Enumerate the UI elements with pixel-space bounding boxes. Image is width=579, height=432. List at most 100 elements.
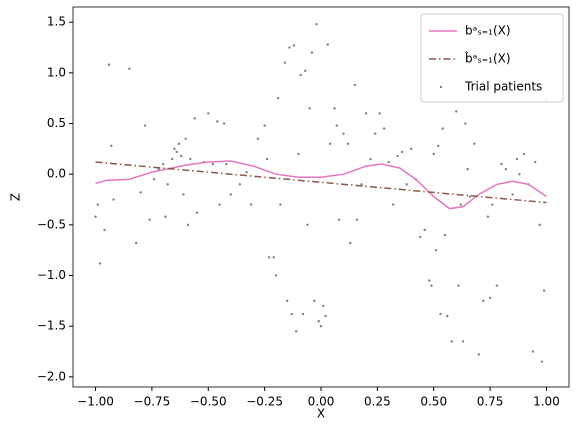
point bbox=[94, 215, 97, 218]
point bbox=[482, 299, 485, 303]
point bbox=[455, 110, 458, 113]
legend-label: b̂ᵃₛ₌₁(X) bbox=[465, 51, 511, 65]
y-tick-label: 0.5 bbox=[47, 116, 66, 130]
point bbox=[207, 112, 210, 115]
point bbox=[166, 183, 169, 186]
x-tick-label: 0.00 bbox=[308, 395, 335, 409]
point bbox=[473, 142, 476, 145]
point bbox=[265, 157, 269, 161]
point bbox=[518, 173, 521, 176]
point bbox=[249, 203, 253, 206]
point bbox=[423, 228, 426, 232]
legend-marker bbox=[439, 85, 443, 89]
point bbox=[391, 203, 395, 206]
x-tick-label: 0.75 bbox=[477, 395, 504, 409]
x-tick-label: −0.75 bbox=[134, 395, 171, 409]
point bbox=[324, 314, 327, 318]
point bbox=[369, 157, 372, 161]
point bbox=[238, 183, 242, 186]
point bbox=[466, 167, 469, 171]
point bbox=[387, 160, 390, 164]
point bbox=[267, 256, 271, 259]
point bbox=[459, 203, 462, 206]
point bbox=[96, 203, 100, 206]
point bbox=[112, 198, 115, 201]
x-axis-label: X bbox=[317, 407, 325, 421]
point bbox=[430, 284, 433, 287]
point bbox=[515, 157, 519, 161]
legend-label: bᵃₛ₌₁(X) bbox=[465, 24, 511, 38]
point bbox=[285, 299, 289, 303]
point bbox=[171, 157, 174, 161]
point bbox=[464, 122, 467, 125]
point bbox=[441, 127, 444, 130]
point bbox=[177, 142, 181, 145]
point bbox=[540, 360, 544, 363]
point bbox=[349, 241, 352, 245]
point bbox=[184, 137, 187, 140]
point bbox=[292, 44, 296, 47]
y-tick-label: 1.0 bbox=[47, 65, 66, 79]
point bbox=[500, 162, 503, 166]
point bbox=[193, 117, 196, 120]
point bbox=[342, 132, 345, 135]
legend-label: Trial patients bbox=[464, 80, 542, 94]
point bbox=[457, 284, 460, 287]
point bbox=[152, 178, 156, 181]
point bbox=[229, 193, 233, 196]
point bbox=[245, 170, 248, 174]
point bbox=[288, 46, 291, 49]
point bbox=[308, 107, 311, 110]
point bbox=[139, 191, 142, 194]
point bbox=[186, 223, 190, 227]
point bbox=[295, 330, 298, 333]
point bbox=[319, 325, 323, 328]
point bbox=[538, 223, 541, 227]
point bbox=[434, 249, 438, 252]
x-tick-label: −0.50 bbox=[190, 395, 227, 409]
x-tick-label: −0.25 bbox=[246, 395, 283, 409]
plot-frame bbox=[72, 6, 570, 388]
y-tick-label: 0.0 bbox=[47, 167, 66, 181]
point bbox=[419, 235, 422, 239]
y-axis-label: Z bbox=[9, 193, 23, 201]
point bbox=[355, 218, 359, 221]
point bbox=[353, 83, 357, 87]
point bbox=[486, 215, 490, 218]
point bbox=[189, 157, 192, 161]
point bbox=[346, 142, 350, 145]
point bbox=[283, 61, 287, 64]
point bbox=[468, 195, 471, 198]
point bbox=[98, 262, 102, 265]
point bbox=[195, 211, 199, 214]
x-tick-label: 1.00 bbox=[533, 395, 560, 409]
point bbox=[326, 43, 329, 46]
point bbox=[396, 154, 399, 158]
point bbox=[511, 193, 514, 196]
point bbox=[504, 167, 508, 171]
point bbox=[313, 299, 316, 303]
point bbox=[428, 279, 431, 282]
point bbox=[310, 51, 314, 54]
point bbox=[373, 132, 377, 135]
point bbox=[488, 296, 492, 300]
point bbox=[364, 112, 368, 115]
x-tick-label: 0.25 bbox=[364, 395, 391, 409]
point bbox=[337, 218, 341, 221]
point bbox=[317, 319, 320, 323]
point bbox=[382, 127, 386, 130]
point bbox=[443, 233, 447, 237]
point bbox=[299, 73, 302, 77]
point bbox=[148, 218, 151, 221]
y-tick-label: −0.5 bbox=[37, 217, 66, 231]
point bbox=[533, 160, 537, 164]
point bbox=[107, 63, 111, 66]
point bbox=[211, 162, 214, 166]
point bbox=[110, 144, 113, 148]
point bbox=[225, 162, 228, 166]
point bbox=[157, 167, 160, 171]
point bbox=[103, 228, 106, 232]
point bbox=[128, 67, 131, 71]
point bbox=[360, 183, 363, 186]
point bbox=[446, 314, 449, 318]
